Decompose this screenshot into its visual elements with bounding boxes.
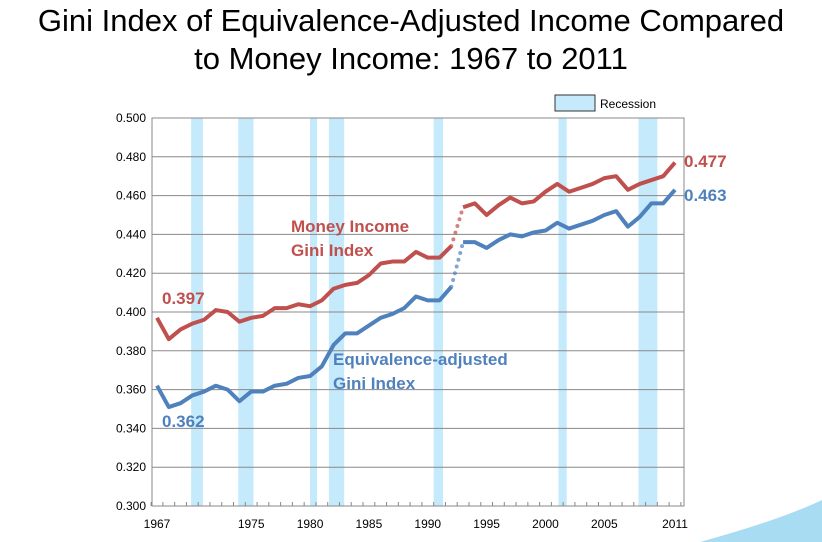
end-value-label: 0.463	[684, 186, 727, 205]
start-value-label: 0.362	[162, 412, 205, 431]
series-line	[155, 285, 453, 410]
series-line	[155, 244, 453, 342]
x-tick-label: 1990	[414, 517, 441, 531]
x-tick-label: 1975	[238, 517, 265, 531]
y-tick-label: 0.440	[116, 227, 146, 241]
x-tick-label: 1995	[473, 517, 500, 531]
decorative-swoosh	[700, 500, 822, 542]
x-tick-label: 1985	[356, 517, 383, 531]
x-tick-label: 2011	[662, 517, 688, 531]
end-value-label: 0.477	[684, 152, 727, 171]
y-tick-label: 0.320	[116, 460, 146, 474]
y-tick-label: 0.300	[116, 499, 146, 513]
series-break-dotted	[449, 240, 466, 289]
y-tick-label: 0.480	[116, 150, 146, 164]
y-tick-label: 0.400	[116, 305, 146, 319]
chart-title: Gini Index of Equivalence-Adjusted Incom…	[0, 2, 822, 78]
x-tick-label: 1967	[144, 517, 171, 531]
plot-border	[151, 117, 685, 507]
y-tick-label: 0.420	[116, 266, 146, 280]
y-tick-label: 0.340	[116, 421, 146, 435]
chart-title-line1: Gini Index of Equivalence-Adjusted Incom…	[37, 3, 785, 38]
series-label: Money Income	[291, 217, 409, 236]
start-value-label: 0.397	[162, 289, 205, 308]
series-break-dotted	[449, 205, 466, 249]
legend-swatch	[554, 94, 596, 112]
y-tick-label: 0.360	[116, 383, 146, 397]
x-tick-label: 2005	[591, 517, 618, 531]
y-tick-label: 0.500	[116, 111, 146, 125]
chart-title-line2: to Money Income: 1967 to 2011	[194, 41, 628, 76]
series-label: Gini Index	[291, 241, 374, 260]
series-label: Gini Index	[333, 374, 416, 393]
legend-label: Recession	[600, 97, 656, 111]
series-label: Equivalence-adjusted	[333, 350, 508, 369]
y-tick-label: 0.380	[116, 344, 146, 358]
x-tick-label: 2000	[532, 517, 559, 531]
y-tick-label: 0.460	[116, 189, 146, 203]
x-tick-label: 1980	[297, 517, 324, 531]
